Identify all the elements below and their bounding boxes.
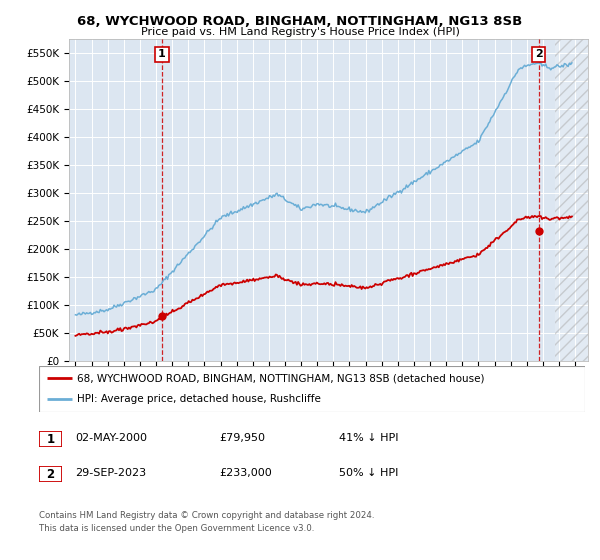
Text: HPI: Average price, detached house, Rushcliffe: HPI: Average price, detached house, Rush… (77, 394, 321, 404)
Text: 50% ↓ HPI: 50% ↓ HPI (339, 468, 398, 478)
Text: 68, WYCHWOOD ROAD, BINGHAM, NOTTINGHAM, NG13 8SB (detached house): 68, WYCHWOOD ROAD, BINGHAM, NOTTINGHAM, … (77, 373, 485, 383)
Text: 02-MAY-2000: 02-MAY-2000 (75, 433, 147, 443)
Text: 2: 2 (46, 468, 55, 481)
Bar (555, 39, 600, 361)
Text: Contains HM Land Registry data © Crown copyright and database right 2024.: Contains HM Land Registry data © Crown c… (39, 511, 374, 520)
Text: 68, WYCHWOOD ROAD, BINGHAM, NOTTINGHAM, NG13 8SB: 68, WYCHWOOD ROAD, BINGHAM, NOTTINGHAM, … (77, 15, 523, 28)
Text: Price paid vs. HM Land Registry's House Price Index (HPI): Price paid vs. HM Land Registry's House … (140, 27, 460, 37)
Text: 1: 1 (158, 49, 166, 59)
Text: This data is licensed under the Open Government Licence v3.0.: This data is licensed under the Open Gov… (39, 524, 314, 533)
Text: 29-SEP-2023: 29-SEP-2023 (75, 468, 146, 478)
Text: £233,000: £233,000 (219, 468, 272, 478)
Text: 41% ↓ HPI: 41% ↓ HPI (339, 433, 398, 443)
Text: 1: 1 (46, 432, 55, 446)
Text: 2: 2 (535, 49, 543, 59)
FancyBboxPatch shape (39, 366, 585, 412)
Text: £79,950: £79,950 (219, 433, 265, 443)
FancyBboxPatch shape (39, 466, 62, 482)
FancyBboxPatch shape (39, 431, 62, 447)
Bar (555, 39, 600, 361)
